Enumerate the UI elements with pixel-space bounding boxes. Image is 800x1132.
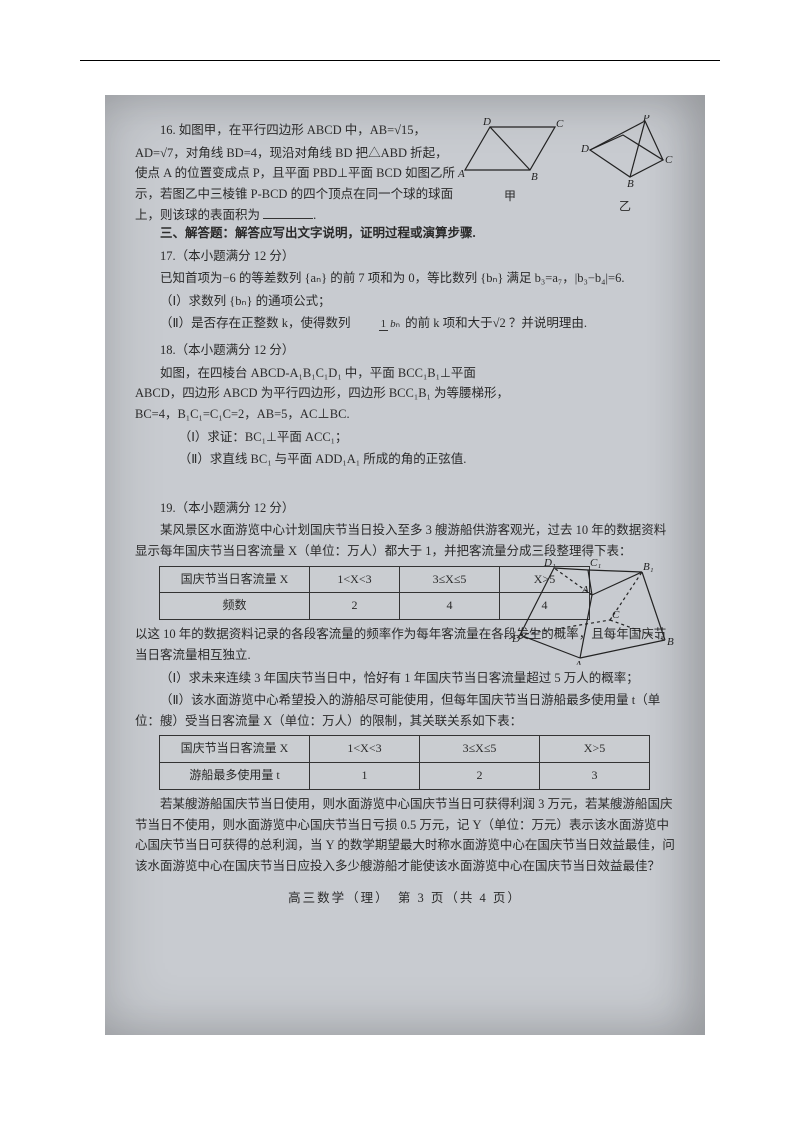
table-cell: 2: [420, 763, 540, 790]
q18-part2: （Ⅱ）求直线 BC₁ 与平面 ADD₁A₁ 所成的角的正弦值.: [135, 449, 675, 470]
q17-title: 17.（本小题满分 12 分）: [135, 246, 675, 267]
section3-heading: 三、解答题：解答应写出文字说明，证明过程或演算步骤.: [135, 223, 675, 244]
q19-title: 19.（本小题满分 12 分）: [135, 498, 675, 519]
svg-text:D: D: [482, 116, 491, 128]
q16-fig-jia: A B C D: [455, 115, 565, 185]
q16-fig-yi: P D B C: [575, 115, 675, 195]
q17-line1: 已知首项为−6 的等差数列 {aₙ} 的前 7 项和为 0，等比数列 {bₙ} …: [135, 268, 675, 289]
svg-text:C: C: [665, 154, 673, 166]
q19-table2: 国庆节当日客流量 X1<X<33≤X≤5X>5 游船最多使用量 t123: [159, 735, 650, 790]
q18-title: 18.（本小题满分 12 分）: [135, 340, 675, 361]
q16-blank: [263, 207, 313, 218]
page-footer: 高三数学（理） 第 3 页（共 4 页）: [135, 888, 675, 909]
table-cell: 4: [400, 593, 500, 620]
q19-part2: （Ⅱ）该水面游览中心希望投入的游船尽可能使用，但每年国庆节当日游船最多使用量 t…: [135, 690, 675, 731]
table-row-label: 游船最多使用量 t: [160, 763, 310, 790]
q17-part2: （Ⅱ）是否存在正整数 k，使得数列 1bₙ 的前 k 项和大于√2 ？并说明理由…: [135, 313, 675, 334]
svg-text:D: D: [511, 633, 520, 645]
svg-text:C₁: C₁: [590, 557, 601, 569]
fraction-1-over-bn: 1bₙ: [354, 319, 402, 330]
table-cell: 2: [310, 593, 400, 620]
q18-part1: （Ⅰ）求证：BC₁⊥平面 ACC₁；: [135, 427, 675, 448]
table-header: 3≤X≤5: [400, 566, 500, 593]
table-header: 国庆节当日客流量 X: [160, 566, 310, 593]
q16-fig2-label: 乙: [575, 197, 675, 217]
q19-conclusion: 若某艘游船国庆节当日使用，则水面游览中心国庆节当日可获得利润 3 万元，若某艘游…: [135, 794, 675, 877]
svg-text:B: B: [531, 171, 538, 183]
q19-part1: （Ⅰ）求未来连续 3 年国庆节当日中，恰好有 1 年国庆节当日客流量超过 5 万…: [135, 668, 675, 689]
table-cell: 1: [310, 763, 420, 790]
q18-line1: 如图，在四棱台 ABCD-A₁B₁C₁D₁ 中，平面 BCC₁B₁⊥平面 ABC…: [135, 363, 510, 425]
svg-text:A₁: A₁: [581, 584, 593, 596]
svg-text:A: A: [457, 168, 465, 180]
q16-fig1-label: 甲: [455, 187, 565, 207]
table-header: X>5: [540, 736, 650, 763]
svg-text:C: C: [612, 609, 620, 621]
svg-text:B: B: [627, 178, 634, 190]
svg-text:A: A: [574, 659, 582, 665]
table-row-label: 频数: [160, 593, 310, 620]
svg-text:B₁: B₁: [643, 561, 654, 573]
svg-text:B: B: [667, 636, 674, 648]
svg-text:P: P: [642, 115, 650, 124]
svg-text:D₁: D₁: [543, 557, 556, 569]
exam-paper: 16. 如图甲，在平行四边形 ABCD 中，AB=√15， AD=√7，对角线 …: [105, 95, 705, 1035]
q17-part1: （Ⅰ）求数列 {bₙ} 的通项公式；: [135, 291, 675, 312]
svg-text:C: C: [556, 118, 564, 130]
table-cell: 3: [540, 763, 650, 790]
svg-text:D: D: [580, 143, 589, 155]
table-header: 国庆节当日客流量 X: [160, 736, 310, 763]
table-header: 1<X<3: [310, 736, 420, 763]
table-header: 1<X<3: [310, 566, 400, 593]
table-header: 3≤X≤5: [420, 736, 540, 763]
q18-figure: D A B C D₁ A₁ B₁ C₁: [510, 550, 675, 665]
